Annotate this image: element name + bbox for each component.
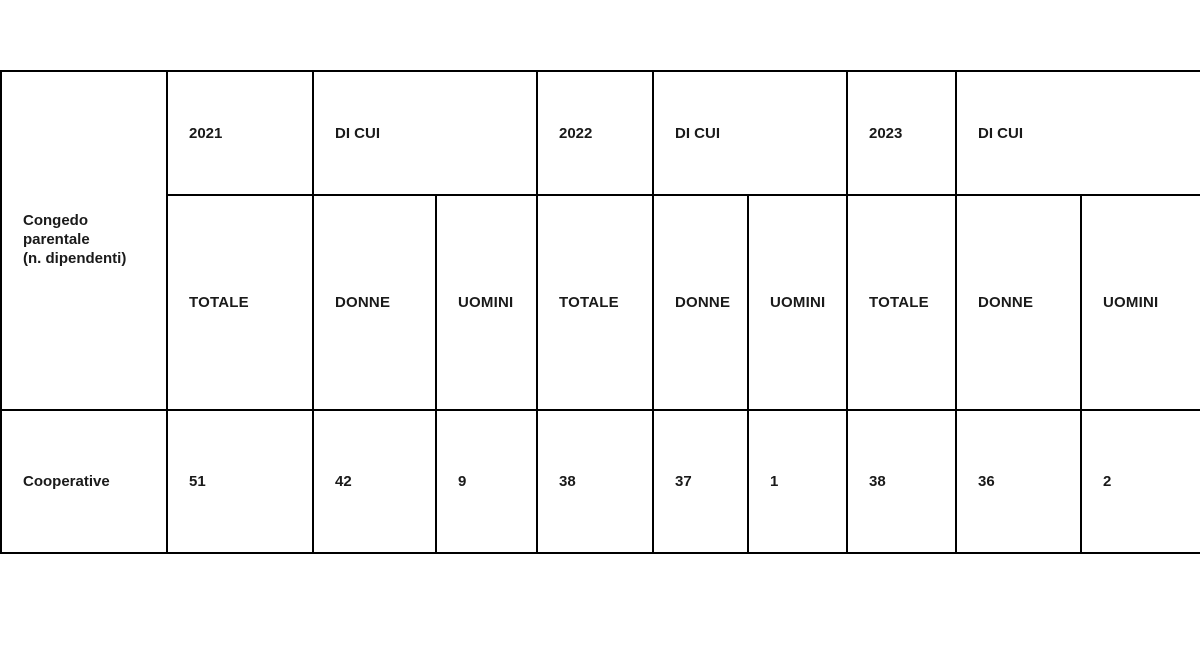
di-cui-2023-header: DI CUI	[955, 70, 1200, 196]
table-title-cell: Congedo parentale (n. dipendenti)	[0, 70, 168, 411]
cell-2022-donne: 37	[652, 409, 749, 554]
cell-2023-totale: 38	[846, 409, 957, 554]
cell-2023-donne: 36	[955, 409, 1082, 554]
year-2021-header: 2021	[166, 70, 314, 196]
subheader-totale-2022: TOTALE	[536, 194, 654, 411]
cell-2021-totale: 51	[166, 409, 314, 554]
subheader-uomini-2022: UOMINI	[747, 194, 848, 411]
subheader-donne-2023: DONNE	[955, 194, 1082, 411]
cell-2023-uomini: 2	[1080, 409, 1200, 554]
year-2023-header: 2023	[846, 70, 957, 196]
subheader-uomini-2021: UOMINI	[435, 194, 538, 411]
year-header-row: Congedo parentale (n. dipendenti) 2021 D…	[0, 70, 1200, 411]
cell-2022-uomini: 1	[747, 409, 848, 554]
subheader-totale-2021: TOTALE	[166, 194, 314, 411]
di-cui-2022-header: DI CUI	[652, 70, 848, 196]
subheader-uomini-2023: UOMINI	[1080, 194, 1200, 411]
cell-2021-donne: 42	[312, 409, 437, 554]
cell-2021-uomini: 9	[435, 409, 538, 554]
cell-2022-totale: 38	[536, 409, 654, 554]
row-label-cooperative: Cooperative	[0, 409, 168, 554]
table-row-cooperative: Cooperative 51 42 9 38 37 1 38 36 2	[0, 409, 1200, 554]
subheader-donne-2022: DONNE	[652, 194, 749, 411]
subheader-row: TOTALE DONNE UOMINI TOTALE DONNE UOMINI …	[1, 194, 1200, 411]
year-2022-header: 2022	[536, 70, 654, 196]
subheader-donne-2021: DONNE	[312, 194, 437, 411]
parental-leave-table: Congedo parentale (n. dipendenti) 2021 D…	[0, 70, 1200, 554]
di-cui-2021-header: DI CUI	[312, 70, 538, 196]
subheader-totale-2023: TOTALE	[846, 194, 957, 411]
